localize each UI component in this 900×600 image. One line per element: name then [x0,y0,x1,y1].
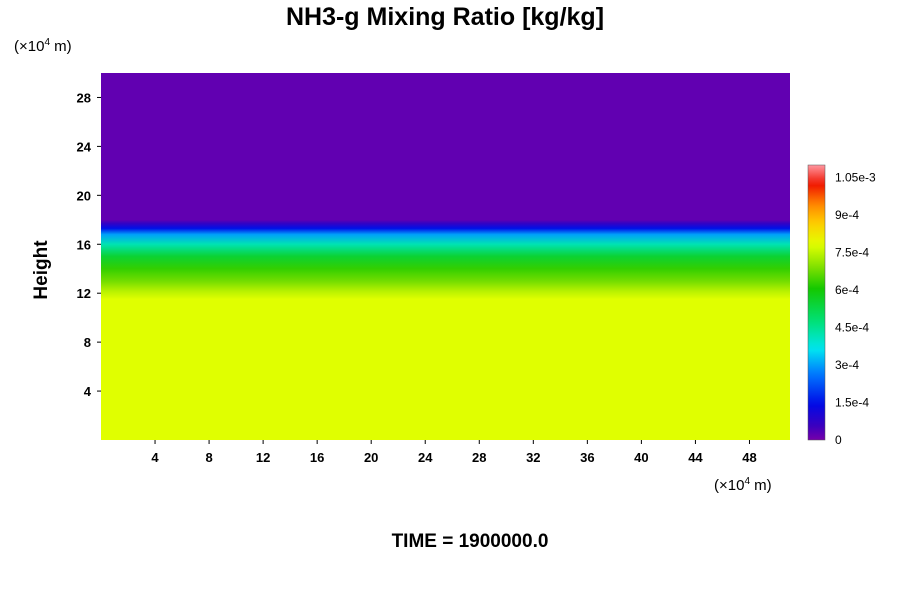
colorbar-tick-label: 3e-4 [835,358,859,372]
y-tick-label: 24 [77,139,92,154]
chart-title: NH3-g Mixing Ratio [kg/kg] [285,3,605,31]
y-axis-unit: (×104 m) [14,37,72,55]
x-tick-label: 36 [580,450,594,465]
colorbar-tick-label: 6e-4 [835,283,859,297]
y-tick-label: 4 [84,384,92,399]
x-tick-label: 24 [418,450,433,465]
x-tick-label: 32 [526,450,540,465]
field-area [101,73,790,440]
time-label: TIME = 1900000.0 [391,531,549,552]
y-tick-label: 8 [84,335,91,350]
x-tick-label: 20 [364,450,378,465]
y-axis-ticks: 4 8 12 16 20 24 28 [77,90,101,399]
colorbar-tick-label: 7.5e-4 [835,246,869,260]
colorbar-tick-label: 0 [835,433,842,447]
colorbar-tick-label: 1.05e-3 [835,171,876,185]
x-axis-ticks: 4 8 12 16 20 24 28 32 36 40 44 48 [151,440,757,465]
y-tick-label: 20 [77,188,91,203]
x-axis-unit: (×104 m) [714,476,772,494]
mixing-ratio-field [101,73,790,440]
y-tick-label: 28 [77,90,91,105]
x-tick-label: 48 [742,450,756,465]
x-tick-label: 28 [472,450,486,465]
x-tick-label: 44 [688,450,703,465]
colorbar-tick-label: 1.5e-4 [835,396,869,410]
y-tick-label: 16 [77,237,91,252]
x-tick-label: 40 [634,450,648,465]
colorbar: 0 1.5e-4 3e-4 4.5e-4 6e-4 7.5e-4 9e-4 1.05e-3 [807,164,876,447]
y-tick-label: 12 [77,286,91,301]
colorbar-scale [807,164,826,441]
x-tick-label: 12 [256,450,270,465]
x-tick-label: 8 [205,450,212,465]
colorbar-tick-label: 4.5e-4 [835,321,869,335]
colorbar-tick-label: 9e-4 [835,208,859,222]
x-tick-label: 16 [310,450,324,465]
x-tick-label: 4 [151,450,159,465]
